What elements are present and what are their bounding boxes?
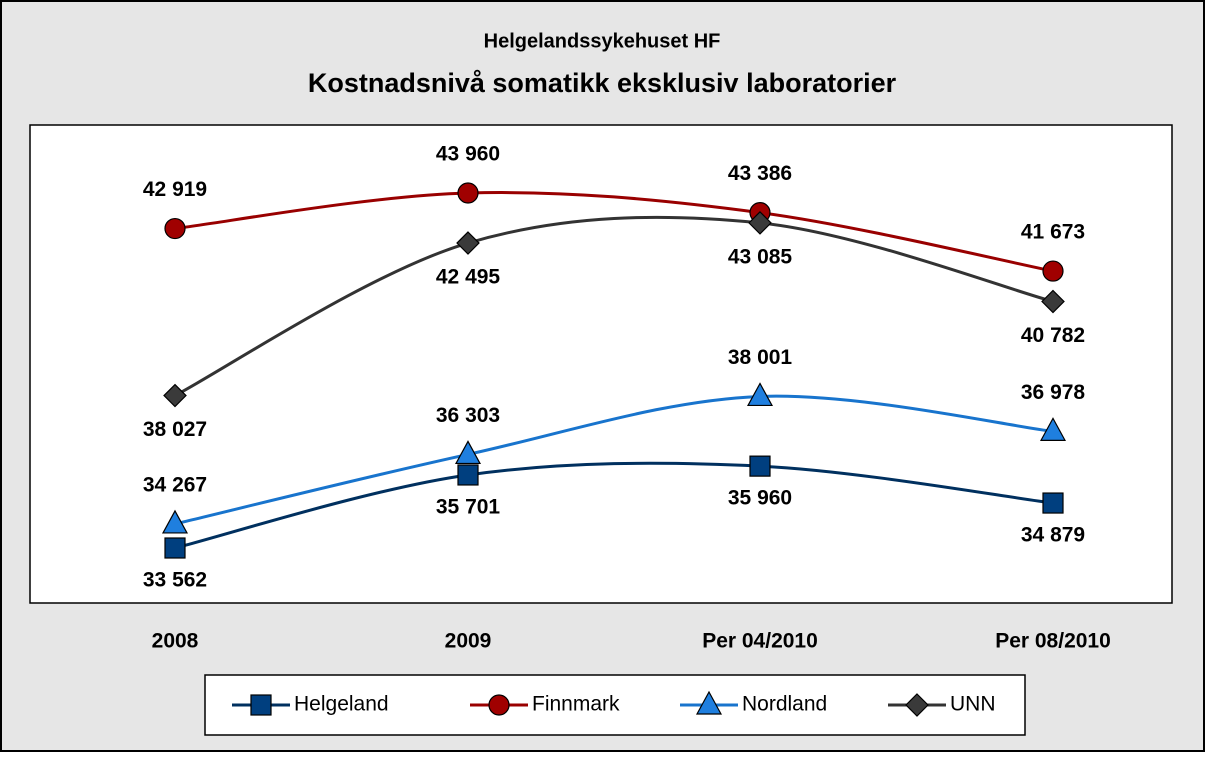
legend-marker [250,694,272,716]
legend-label: UNN [950,693,996,716]
data-label: 38 001 [728,346,793,369]
data-point [1039,417,1067,441]
series-line [174,215,1054,397]
data-label: 43 085 [728,245,793,268]
data-point [164,217,186,240]
x-tick-label: 2008 [152,630,199,653]
plot-area [29,124,1173,604]
data-label: 42 919 [143,178,207,201]
legend-marker [488,694,510,716]
data-point [1041,289,1065,314]
data-label: 36 978 [1021,381,1086,404]
series-line [174,191,1054,273]
data-label: 34 879 [1021,524,1085,547]
chart-subtitle: Helgelandssykehuset HF [484,30,721,52]
data-label: 38 027 [143,418,207,441]
data-label: 35 960 [728,487,792,510]
data-point [1042,492,1064,514]
data-label: 36 303 [436,404,500,427]
series-line [174,394,1054,526]
data-label: 41 673 [1021,221,1085,244]
data-point [748,211,772,235]
data-label: 34 267 [143,473,207,496]
data-label: 42 495 [436,266,501,289]
legend-marker [905,693,929,717]
data-point [1042,260,1064,282]
data-label: 40 782 [1021,324,1085,347]
data-point [457,464,479,486]
legend-marker [695,690,723,715]
data-point [164,537,186,559]
x-tick-label: 2009 [445,630,492,653]
data-point [163,383,187,408]
series-line [174,461,1054,550]
x-tick-label: Per 08/2010 [995,630,1111,653]
data-label: 43 960 [436,143,500,166]
chart-title: Kostnadsnivå somatikk eksklusiv laborato… [308,68,897,98]
legend-label: Helgeland [294,693,389,716]
legend-label: Nordland [742,693,827,716]
data-label: 33 562 [143,569,207,592]
data-point [456,231,480,255]
data-point [457,182,479,204]
data-point [454,440,482,465]
data-label: 43 386 [728,162,792,185]
data-label: 35 701 [436,496,501,519]
x-tick-label: Per 04/2010 [702,630,818,653]
data-point [749,455,771,477]
data-point [746,382,774,407]
legend-label: Finnmark [532,693,620,716]
data-point [161,509,189,534]
